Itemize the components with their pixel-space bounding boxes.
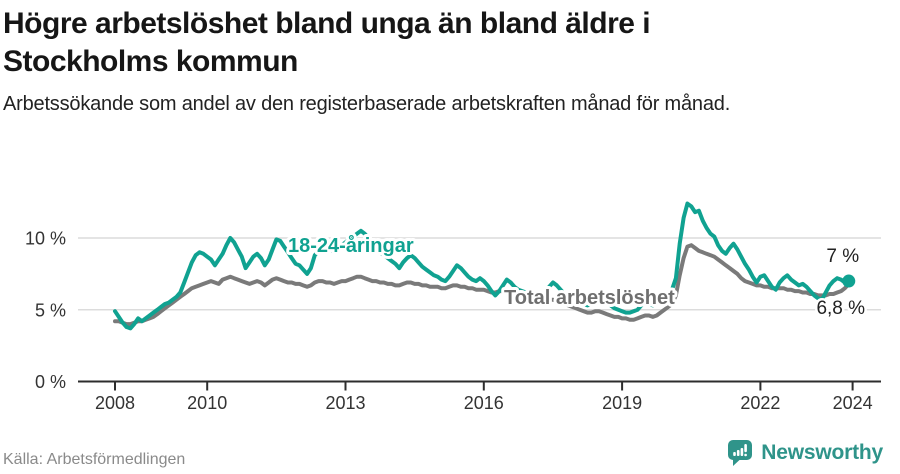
source-note: Källa: Arbetsförmedlingen <box>3 451 186 468</box>
newsworthy-speech-bubble-bar-chart-icon <box>728 440 753 466</box>
chart-title: Högre arbetslöshet bland unga än bland ä… <box>3 7 651 78</box>
newsworthy-logo: Newsworthy <box>726 438 883 467</box>
young-series-label: 18-24-åringar <box>288 234 414 257</box>
y-tick-label-10pct: 10 % <box>25 229 66 249</box>
young-series-end-dot <box>842 274 856 288</box>
chart-subtitle: Arbetssökande som andel av den registerb… <box>3 93 731 115</box>
young-series-line <box>113 201 851 331</box>
y-tick-label-0pct: 0 % <box>35 372 66 392</box>
x-tick-label-2024: 2024 <box>833 393 873 413</box>
x-tick-label-2019: 2019 <box>602 393 642 413</box>
total-series-line <box>113 243 851 327</box>
total-end-value-label: 6,8 % <box>816 298 865 319</box>
young-end-value-label: 7 % <box>826 246 859 267</box>
x-tick-label-2010: 2010 <box>187 393 227 413</box>
x-tick-label-2013: 2013 <box>325 393 365 413</box>
x-tick-label-2016: 2016 <box>464 393 504 413</box>
newsworthy-wordmark: Newsworthy <box>761 440 883 464</box>
y-tick-label-5pct: 5 % <box>35 300 66 320</box>
total-series-label: Total arbetslöshet <box>504 287 675 309</box>
x-tick-label-2022: 2022 <box>740 393 780 413</box>
x-tick-label-2008: 2008 <box>95 393 135 413</box>
